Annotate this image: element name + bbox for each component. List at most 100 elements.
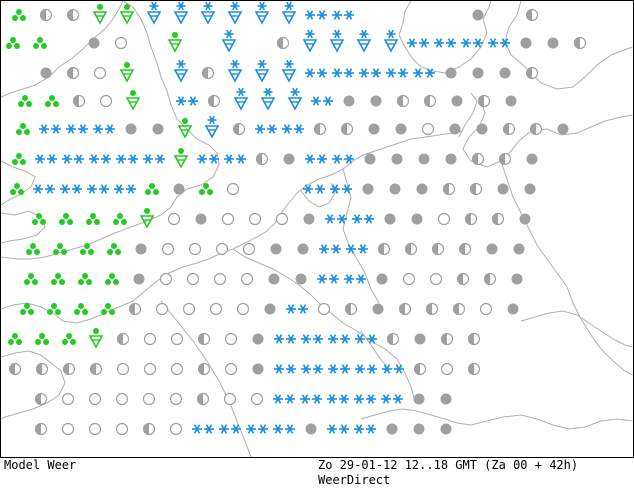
partly-cloudy-icon: [471, 152, 485, 166]
snow-icon: [89, 154, 111, 164]
snow-icon: [66, 124, 88, 134]
cloudy-icon: [472, 67, 484, 79]
coastlines: [1, 1, 633, 457]
cloudy-icon: [519, 213, 531, 225]
clear-icon: [224, 332, 238, 346]
cloudy-icon: [376, 273, 388, 285]
rain-icon: [10, 183, 24, 195]
snow-shower-icon: [356, 29, 372, 53]
snow-shower-icon: [227, 59, 243, 83]
snow-icon: [114, 184, 136, 194]
rain-icon: [33, 37, 47, 49]
clear-icon: [61, 422, 75, 436]
snow-shower-icon: [254, 1, 270, 25]
snow-icon: [488, 38, 510, 48]
cloudy-icon: [449, 123, 461, 135]
weather-map[interactable]: [1, 1, 633, 457]
clear-icon: [437, 212, 451, 226]
partly-cloudy-icon: [398, 302, 412, 316]
partly-cloudy-icon: [464, 212, 478, 226]
clear-icon: [236, 302, 250, 316]
cloudy-icon: [389, 183, 401, 195]
cloudy-icon: [416, 183, 428, 195]
snow-icon: [192, 424, 214, 434]
rain-shower-icon: [88, 328, 104, 349]
rain-icon: [53, 243, 67, 255]
partly-cloudy-icon: [467, 332, 481, 346]
border-germany-fr: [330, 312, 416, 402]
partly-cloudy-icon: [377, 242, 391, 256]
rain-icon: [12, 9, 26, 21]
snow-icon: [330, 184, 352, 194]
partly-cloudy-icon: [442, 182, 456, 196]
partly-cloudy-icon: [404, 242, 418, 256]
clear-icon: [242, 242, 256, 256]
rain-icon: [6, 37, 20, 49]
cloudy-icon: [413, 423, 425, 435]
snow-icon: [359, 68, 381, 78]
coast-jutland: [458, 92, 478, 138]
snow-shower-icon: [204, 115, 220, 139]
border-germany-east: [500, 160, 633, 376]
rain-icon: [199, 183, 213, 195]
partly-cloudy-icon: [207, 94, 221, 108]
clear-icon: [88, 422, 102, 436]
partly-cloudy-icon: [196, 392, 210, 406]
cloudy-icon: [133, 273, 145, 285]
snow-icon: [219, 424, 241, 434]
snow-shower-icon: [287, 87, 303, 111]
partly-cloudy-icon: [35, 362, 49, 376]
snow-icon: [246, 424, 268, 434]
snow-icon: [273, 394, 295, 404]
snow-icon: [328, 364, 350, 374]
cloudy-icon: [557, 123, 569, 135]
cloudy-icon: [440, 423, 452, 435]
snow-shower-icon: [173, 59, 189, 83]
snow-shower-icon: [260, 87, 276, 111]
snow-icon: [301, 364, 323, 374]
snow-icon: [116, 154, 138, 164]
snow-icon: [317, 274, 339, 284]
snow-icon: [143, 154, 165, 164]
cloudy-icon: [268, 273, 280, 285]
clear-icon: [170, 362, 184, 376]
rain-shower-icon: [173, 148, 189, 169]
cloudy-icon: [505, 95, 517, 107]
cloudy-icon: [440, 393, 452, 405]
partly-cloudy-icon: [469, 182, 483, 196]
cloudy-icon: [362, 183, 374, 195]
snow-icon: [352, 214, 374, 224]
cloudy-icon: [391, 153, 403, 165]
coast-denmark: [462, 100, 633, 168]
clear-icon: [440, 362, 454, 376]
snow-icon: [332, 154, 354, 164]
partly-cloudy-icon: [386, 332, 400, 346]
coast-britain-east: [1, 1, 220, 260]
clear-icon: [221, 212, 235, 226]
snow-shower-icon: [173, 1, 189, 25]
rain-icon: [35, 333, 49, 345]
snow-icon: [346, 244, 368, 254]
snow-icon: [332, 10, 354, 20]
cloudy-icon: [513, 243, 525, 255]
snow-shower-icon: [146, 1, 162, 25]
snow-icon: [381, 394, 403, 404]
cloudy-icon: [152, 123, 164, 135]
cloudy-icon: [264, 303, 276, 315]
cloudy-icon: [370, 95, 382, 107]
cloudy-icon: [414, 333, 426, 345]
snow-icon: [87, 184, 109, 194]
snow-icon: [303, 184, 325, 194]
cloudy-icon: [125, 123, 137, 135]
clear-icon: [317, 302, 331, 316]
cloudy-icon: [526, 153, 538, 165]
partly-cloudy-icon: [440, 332, 454, 346]
partly-cloudy-icon: [483, 272, 497, 286]
cloudy-icon: [173, 183, 185, 195]
clear-icon: [159, 272, 173, 286]
border-austria: [470, 414, 633, 430]
snow-icon: [305, 10, 327, 20]
snow-icon: [176, 96, 198, 106]
snow-icon: [274, 364, 296, 374]
clear-icon: [142, 392, 156, 406]
